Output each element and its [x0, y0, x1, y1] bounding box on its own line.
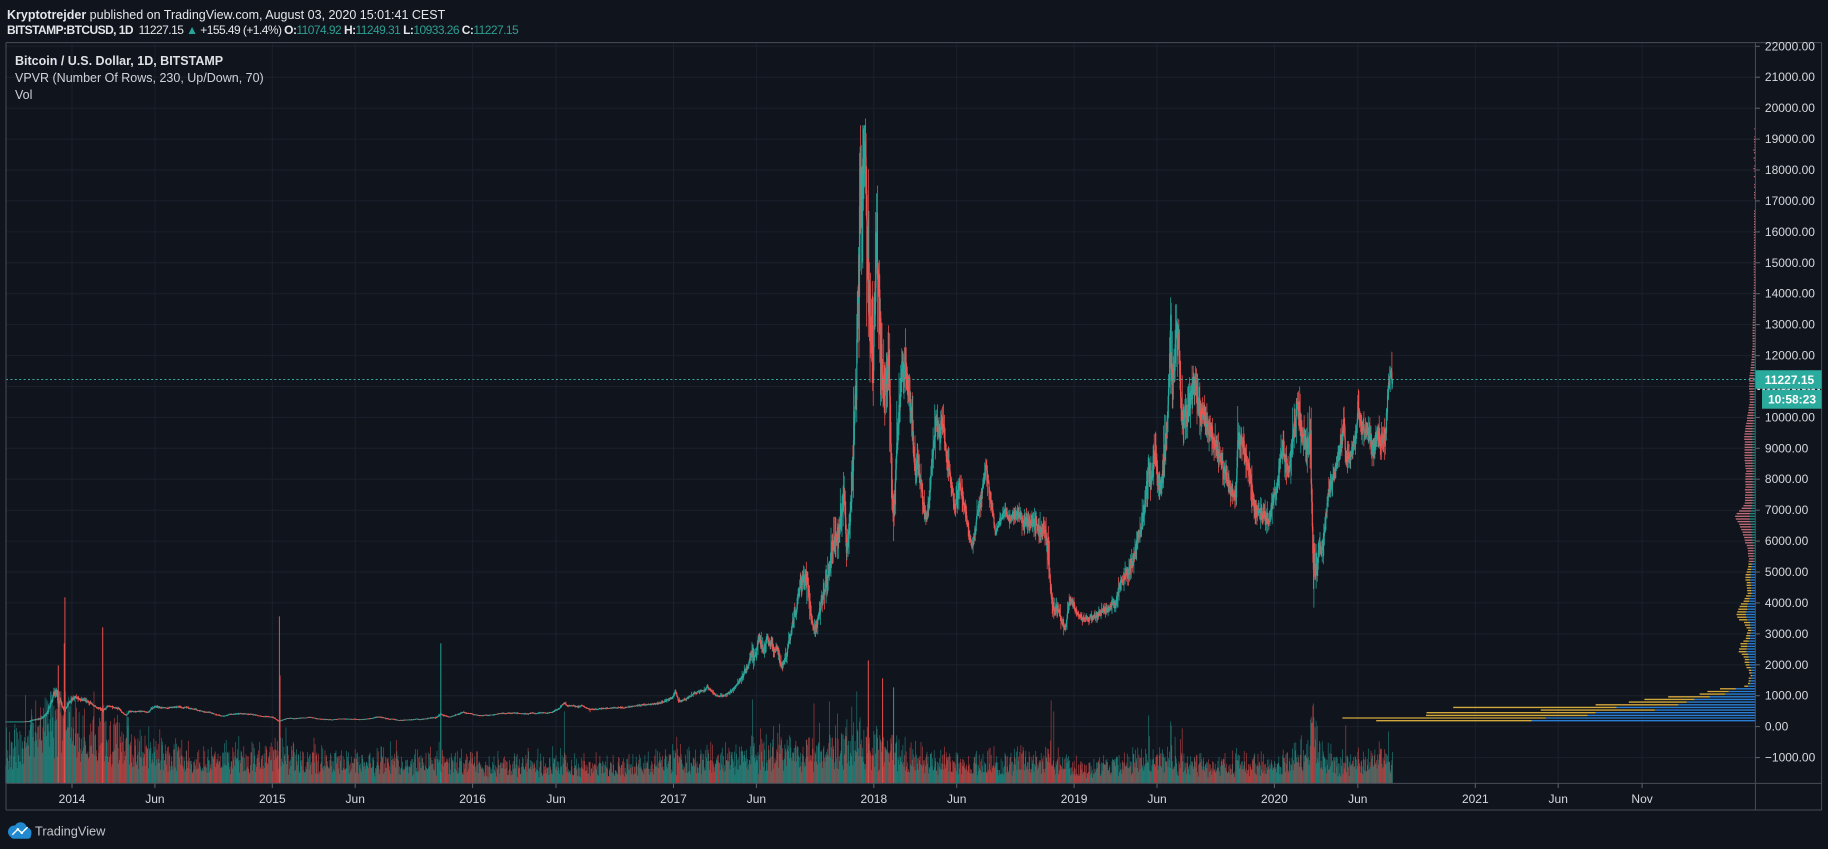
svg-text:Jun: Jun: [1147, 792, 1166, 806]
svg-text:Nov: Nov: [1631, 792, 1652, 806]
svg-text:18000.00: 18000.00: [1765, 163, 1815, 177]
svg-text:7000.00: 7000.00: [1765, 503, 1809, 517]
svg-text:2000.00: 2000.00: [1765, 658, 1809, 672]
svg-text:9000.00: 9000.00: [1765, 441, 1809, 455]
svg-text:Jun: Jun: [346, 792, 365, 806]
svg-text:TradingView: TradingView: [35, 823, 106, 838]
svg-text:22000.00: 22000.00: [1765, 39, 1815, 53]
svg-text:2018: 2018: [860, 792, 887, 806]
svg-text:Jun: Jun: [546, 792, 565, 806]
svg-text:1000.00: 1000.00: [1765, 689, 1809, 703]
svg-text:6000.00: 6000.00: [1765, 534, 1809, 548]
svg-text:Jun: Jun: [747, 792, 766, 806]
svg-text:10:58:23: 10:58:23: [1768, 392, 1816, 406]
svg-text:5000.00: 5000.00: [1765, 565, 1809, 579]
svg-text:11227.15: 11227.15: [1765, 373, 1815, 387]
svg-text:2017: 2017: [660, 792, 687, 806]
svg-text:0.00: 0.00: [1765, 720, 1789, 734]
svg-text:14000.00: 14000.00: [1765, 287, 1815, 301]
svg-text:Jun: Jun: [145, 792, 164, 806]
svg-text:2020: 2020: [1261, 792, 1288, 806]
svg-text:15000.00: 15000.00: [1765, 256, 1815, 270]
svg-text:19000.00: 19000.00: [1765, 132, 1815, 146]
svg-text:3000.00: 3000.00: [1765, 627, 1809, 641]
svg-text:4000.00: 4000.00: [1765, 596, 1809, 610]
svg-text:2021: 2021: [1462, 792, 1489, 806]
svg-text:2019: 2019: [1061, 792, 1088, 806]
svg-text:2015: 2015: [259, 792, 286, 806]
svg-text:12000.00: 12000.00: [1765, 349, 1815, 363]
svg-text:2016: 2016: [459, 792, 486, 806]
svg-text:10000.00: 10000.00: [1765, 410, 1815, 424]
svg-text:−1000.00: −1000.00: [1765, 751, 1816, 765]
svg-text:Jun: Jun: [1348, 792, 1367, 806]
svg-text:16000.00: 16000.00: [1765, 225, 1815, 239]
svg-text:Jun: Jun: [947, 792, 966, 806]
svg-text:21000.00: 21000.00: [1765, 70, 1815, 84]
svg-text:13000.00: 13000.00: [1765, 318, 1815, 332]
svg-text:20000.00: 20000.00: [1765, 101, 1815, 115]
svg-text:8000.00: 8000.00: [1765, 472, 1809, 486]
svg-text:2014: 2014: [59, 792, 86, 806]
svg-text:Jun: Jun: [1549, 792, 1568, 806]
svg-text:17000.00: 17000.00: [1765, 194, 1815, 208]
